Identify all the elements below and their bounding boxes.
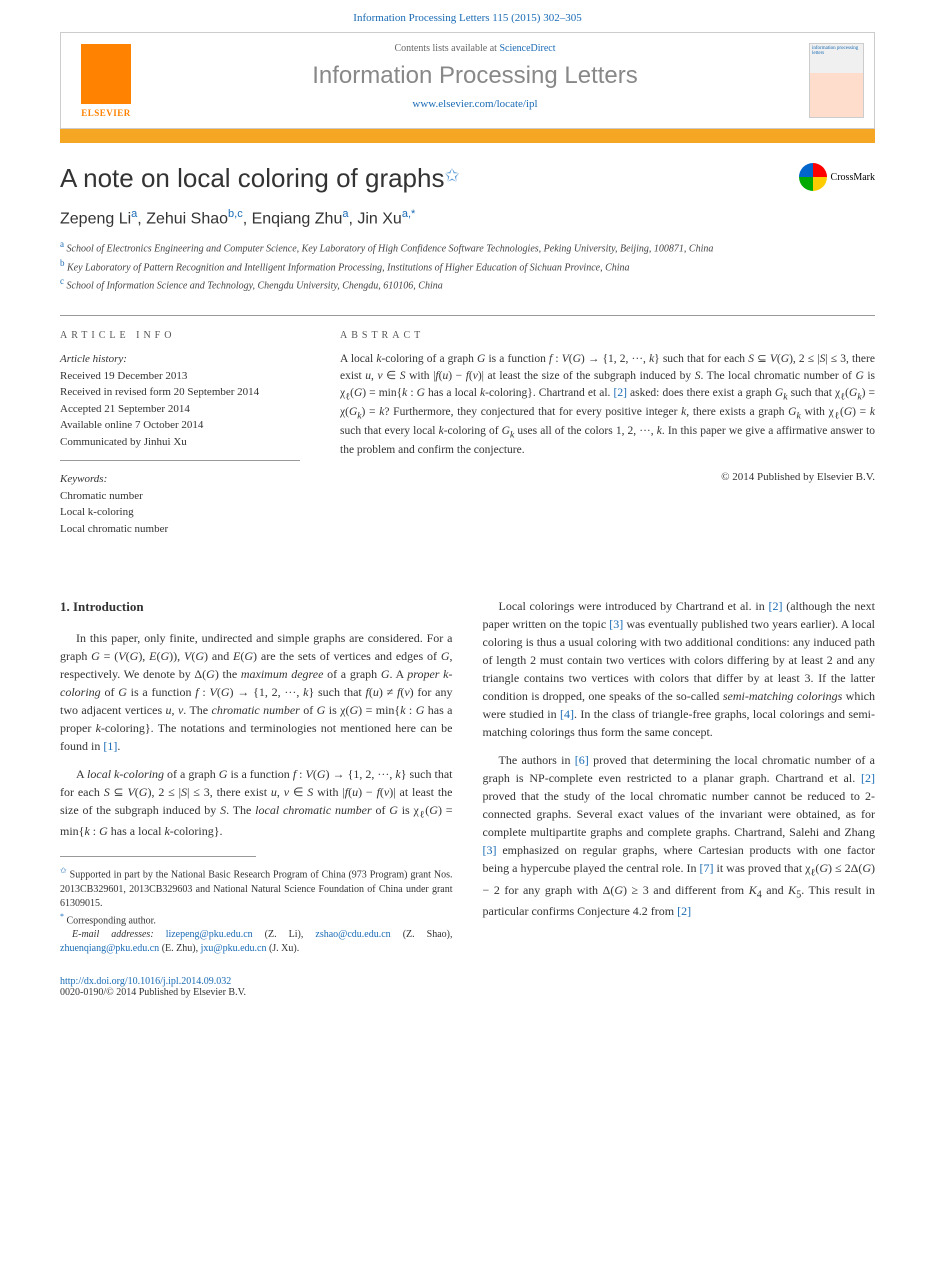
authors-list: Zepeng Lia, Zehui Shaob,c, Enqiang Zhua,… [60,208,875,228]
contents-text: Contents lists available at [394,43,499,54]
main-content: A note on local coloring of graphs✩ Cros… [0,143,935,1018]
section-1-heading: 1. Introduction [60,597,453,617]
footnote-separator [60,856,256,857]
article-title: A note on local coloring of graphs [60,163,444,193]
left-column: 1. Introduction In this paper, only fini… [60,597,453,956]
abstract-copyright: © 2014 Published by Elsevier B.V. [340,471,875,483]
orange-divider-bar [60,129,875,143]
footnote-emails: E-mail addresses: lizepeng@pku.edu.cn (Z… [60,928,453,956]
affiliation-b: b Key Laboratory of Pattern Recognition … [60,257,875,275]
history-revised: Received in revised form 20 September 20… [60,384,300,401]
journal-reference: Information Processing Letters 115 (2015… [0,0,935,32]
footnote-corresponding: * Corresponding author. [60,911,453,928]
history-communicated: Communicated by Jinhui Xu [60,434,300,451]
article-info-column: ARTICLE INFO Article history: Received 1… [60,315,300,537]
abstract-column: ABSTRACT A local k-coloring of a graph G… [340,315,875,537]
title-wrap: A note on local coloring of graphs✩ [60,163,460,194]
title-row: A note on local coloring of graphs✩ Cros… [60,163,875,194]
keywords-block: Keywords: Chromatic number Local k-color… [60,471,300,537]
sciencedirect-link[interactable]: ScienceDirect [499,43,555,54]
journal-title: Information Processing Letters [161,62,789,90]
affiliations: a School of Electronics Engineering and … [60,238,875,293]
keywords-label: Keywords: [60,471,300,488]
footnote-funding: ✩ Supported in part by the National Basi… [60,865,453,910]
history-accepted: Accepted 21 September 2014 [60,401,300,418]
title-footnote-star: ✩ [444,166,459,186]
paragraph: Local colorings were introduced by Chart… [483,597,876,741]
elsevier-tree-icon [81,44,131,104]
history-label: Article history: [60,351,300,368]
paragraph: A local k-coloring of a graph G is a fun… [60,765,453,840]
doi-link[interactable]: http://dx.doi.org/10.1016/j.ipl.2014.09.… [60,976,875,987]
elsevier-brand-text: ELSEVIER [81,108,131,118]
cover-thumbnail: information processing letters [809,43,864,118]
right-column: Local colorings were introduced by Chart… [483,597,876,956]
abstract-label: ABSTRACT [340,330,875,341]
info-abstract-row: ARTICLE INFO Article history: Received 1… [60,315,875,537]
journal-url-link[interactable]: www.elsevier.com/locate/ipl [161,98,789,110]
body-two-columns: 1. Introduction In this paper, only fini… [60,597,875,956]
history-online: Available online 7 October 2014 [60,417,300,434]
affiliation-c: c School of Information Science and Tech… [60,275,875,293]
crossmark-label: CrossMark [831,172,875,183]
elsevier-logo[interactable]: ELSEVIER [61,33,151,128]
keyword-item: Chromatic number [60,488,300,505]
paragraph: In this paper, only finite, undirected a… [60,629,453,755]
crossmark-badge[interactable]: CrossMark [799,163,875,191]
header-center: Contents lists available at ScienceDirec… [151,33,799,128]
keyword-item: Local k-coloring [60,504,300,521]
keyword-item: Local chromatic number [60,521,300,538]
journal-cover[interactable]: information processing letters [799,33,874,128]
contents-line: Contents lists available at ScienceDirec… [161,43,789,54]
footnotes: ✩ Supported in part by the National Basi… [60,865,453,956]
crossmark-icon [799,163,827,191]
abstract-text: A local k-coloring of a graph G is a fun… [340,351,875,459]
affiliation-a: a School of Electronics Engineering and … [60,238,875,256]
issn-copyright: 0020-0190/© 2014 Published by Elsevier B… [60,987,875,998]
cover-title-text: information processing letters [810,44,863,58]
article-history: Article history: Received 19 December 20… [60,351,300,461]
history-received: Received 19 December 2013 [60,368,300,385]
article-info-label: ARTICLE INFO [60,330,300,341]
paragraph: The authors in [6] proved that determini… [483,751,876,920]
journal-header: ELSEVIER Contents lists available at Sci… [60,32,875,129]
